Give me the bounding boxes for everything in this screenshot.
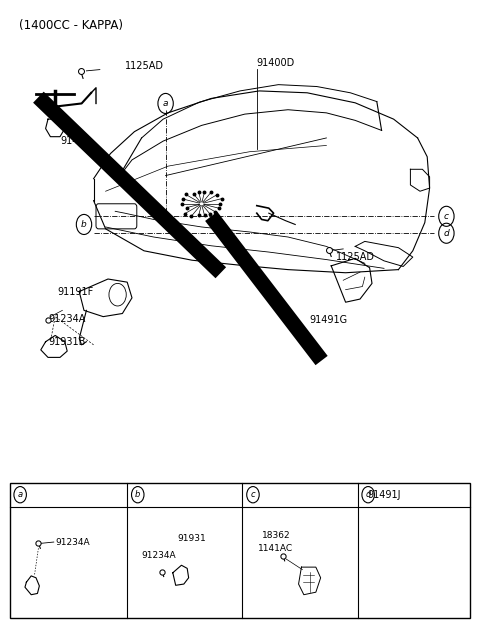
Text: 91931: 91931 [178, 534, 206, 543]
Text: 91191F: 91191F [58, 287, 94, 297]
Text: 1141AC: 1141AC [258, 544, 293, 553]
Text: 91491J: 91491J [367, 490, 401, 500]
Text: a: a [18, 490, 23, 499]
Text: 91234A: 91234A [56, 537, 90, 547]
Text: d: d [444, 229, 449, 238]
Text: 91234A: 91234A [48, 314, 85, 324]
Text: 18362: 18362 [262, 531, 290, 540]
Text: 91491G: 91491G [310, 315, 348, 325]
Text: c: c [444, 212, 449, 221]
Text: b: b [135, 490, 141, 499]
Bar [10, 483, 470, 618]
Text: (1400CC - KAPPA): (1400CC - KAPPA) [19, 19, 123, 32]
Text: a: a [163, 99, 168, 108]
Text: c: c [251, 490, 255, 499]
Text: 91400D: 91400D [257, 58, 295, 68]
Text: b: b [81, 220, 87, 229]
Text: 91491: 91491 [60, 136, 91, 146]
Text: 91234A: 91234A [142, 551, 176, 561]
Text: 1125AD: 1125AD [125, 61, 164, 71]
Text: 91931B: 91931B [48, 337, 85, 347]
Text: 1125AD: 1125AD [336, 252, 375, 262]
Text: d: d [365, 490, 371, 499]
